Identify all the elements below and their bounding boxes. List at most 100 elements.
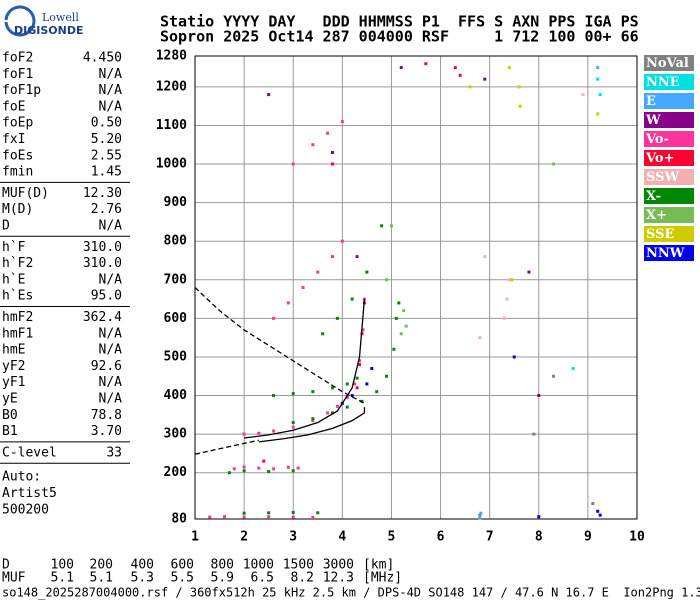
legend-swatch — [644, 226, 694, 242]
echo-point — [291, 469, 295, 473]
echo-point — [478, 336, 482, 340]
echo-point — [316, 270, 320, 274]
echo-point — [311, 419, 315, 423]
legend-swatch — [644, 188, 694, 204]
y-tick-label: 1200 — [156, 79, 187, 94]
legend-swatch — [644, 169, 694, 185]
echo-point — [321, 332, 325, 336]
echo-point — [361, 328, 365, 332]
echo-point — [242, 515, 246, 519]
echo-point — [257, 431, 261, 435]
echo-point — [291, 421, 295, 425]
echo-point — [316, 511, 320, 515]
echo-point — [479, 511, 483, 515]
echo-point — [598, 513, 602, 517]
param-value: 2.55 — [91, 148, 122, 163]
y-tick-label: 80 — [171, 512, 187, 527]
echo-point — [596, 66, 600, 70]
y-tick-label: 700 — [164, 272, 188, 287]
echo-point — [242, 511, 246, 515]
auto-text: Artist5 — [2, 486, 57, 501]
echo-point — [272, 467, 276, 471]
param-value: N/A — [99, 392, 123, 407]
param-value: 1.45 — [91, 165, 122, 180]
y-tick-label: 200 — [164, 465, 188, 480]
echo-point — [331, 411, 335, 415]
auto-text: Auto: — [2, 470, 41, 485]
echo-point — [355, 255, 359, 259]
legend-label: E — [646, 94, 656, 109]
echo-point — [345, 405, 349, 409]
echo-point — [350, 297, 354, 301]
y-tick-label: 400 — [164, 388, 188, 403]
param-value: N/A — [99, 99, 123, 114]
legend-label: X- — [646, 189, 661, 204]
param-value: N/A — [99, 272, 123, 287]
param-name: hmF1 — [2, 326, 33, 341]
y-tick-label: 800 — [164, 234, 188, 249]
echo-point — [291, 392, 295, 396]
table-cell: 600 — [171, 558, 194, 573]
echo-point — [483, 77, 487, 81]
legend-swatch — [644, 93, 694, 109]
table-cell: 1000 — [243, 558, 274, 573]
echo-point — [537, 394, 541, 398]
param-name: yF1 — [2, 375, 25, 390]
legend-label: NoVal — [646, 56, 689, 71]
echo-point — [358, 363, 362, 367]
echo-point — [272, 429, 276, 433]
echo-point — [402, 309, 406, 313]
param-name: foF1p — [2, 83, 41, 98]
table-label: MUF — [2, 571, 26, 586]
y-tick-label: 1000 — [156, 157, 187, 172]
param-name: hmE — [2, 343, 25, 358]
param-name: fmin — [2, 165, 33, 180]
param-value: N/A — [99, 219, 123, 234]
x-tick-label: 6 — [437, 530, 445, 545]
echo-point — [353, 382, 357, 386]
param-name: h`Es — [2, 289, 33, 304]
echo-point — [267, 515, 271, 519]
param-name: h`F2 — [2, 256, 33, 271]
echo-point — [505, 297, 509, 301]
echo-point — [507, 278, 511, 282]
echo-point — [370, 367, 374, 371]
echo-point — [507, 66, 511, 70]
y-tick-label: 300 — [164, 427, 188, 442]
echo-point — [350, 394, 354, 398]
legend-swatch — [644, 245, 694, 261]
param-value: N/A — [99, 83, 123, 98]
table-cell: 100 — [51, 558, 74, 573]
echo-point — [345, 395, 349, 399]
echo-point — [331, 150, 335, 154]
echo-point — [208, 515, 212, 519]
param-name: foE — [2, 99, 25, 114]
param-value: N/A — [99, 375, 123, 390]
x-tick-label: 7 — [486, 530, 494, 545]
param-name: D — [2, 219, 10, 234]
echo-point — [296, 466, 300, 470]
echo-point — [272, 394, 276, 398]
table-cell: 6.5 — [251, 571, 274, 586]
echo-point — [581, 93, 585, 97]
echo-point — [510, 278, 514, 282]
legend-label: SSE — [646, 227, 674, 242]
legend-swatch — [644, 131, 694, 147]
y-tick-label: 500 — [164, 349, 188, 364]
y-tick-label: 1100 — [156, 118, 187, 133]
x-tick-label: 1 — [191, 530, 199, 545]
header-row: Sopron 2025 Oct14 287 004000 RSF 1 712 1… — [160, 28, 639, 46]
auto-text: 500200 — [2, 503, 49, 518]
echo-point — [311, 515, 315, 519]
echo-point — [375, 390, 379, 394]
table-cell: 400 — [131, 558, 154, 573]
x-tick-label: 3 — [289, 530, 297, 545]
param-value: 310.0 — [83, 240, 122, 255]
param-name: B0 — [2, 408, 18, 423]
param-value: 78.8 — [91, 408, 122, 423]
echo-point — [242, 469, 246, 473]
table-cell: 8.2 — [291, 571, 314, 586]
table-unit: [km] — [363, 558, 394, 573]
param-value: 92.6 — [91, 359, 122, 374]
